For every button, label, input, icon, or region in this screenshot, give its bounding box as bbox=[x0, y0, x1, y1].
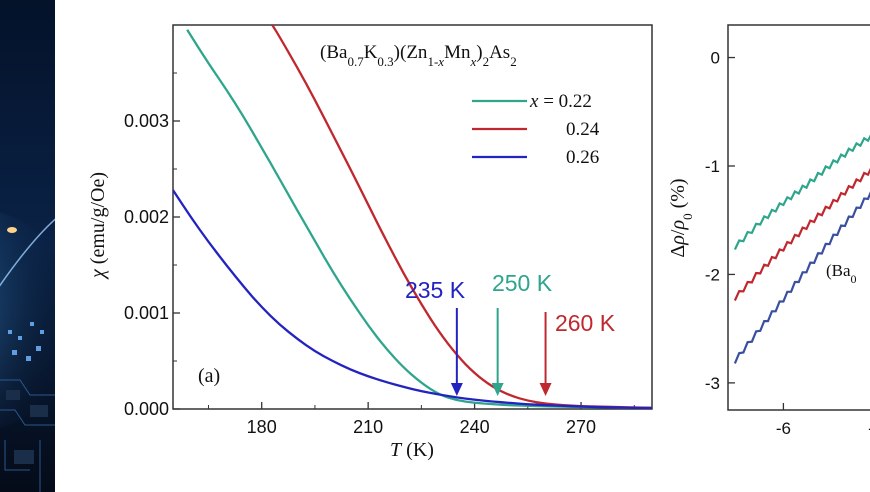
x-tick-label: -4 bbox=[868, 419, 870, 438]
x-tick-label: 210 bbox=[353, 417, 383, 437]
panel-a-frame bbox=[172, 24, 653, 410]
panel-b-frame bbox=[727, 24, 870, 411]
y-tick-label: 0.003 bbox=[124, 111, 169, 131]
y-tick-label: -2 bbox=[705, 265, 720, 284]
annotation-arrow-head bbox=[450, 383, 463, 396]
annotation-label: 260 K bbox=[555, 310, 616, 336]
panel-b-inset-label: (Ba0 bbox=[826, 261, 857, 286]
panel-a-series bbox=[173, 25, 652, 409]
y-tick-label: 0.000 bbox=[124, 399, 169, 419]
panel-b-y-axis-label: Δρ/ρ0 (%) bbox=[667, 178, 695, 257]
x-tick-label: 270 bbox=[566, 417, 596, 437]
panel-a-y-axis-label: χ (emu/g/Oe) bbox=[87, 172, 109, 280]
x-tick-label: -6 bbox=[776, 419, 791, 438]
panel-b-x-ticks: -6 -4 bbox=[776, 403, 870, 438]
legend-label-0.26: 0.26 bbox=[566, 147, 599, 168]
panel-a-label: (a) bbox=[198, 365, 220, 387]
panel-a-x-axis-label: T (K) bbox=[390, 439, 434, 461]
panel-b-series-line bbox=[733, 191, 870, 364]
y-tick-label: -3 bbox=[705, 374, 720, 393]
panel-a-title: (Ba0.7K0.3)(Zn1-xMnx)2As2 bbox=[320, 42, 517, 69]
y-tick-label: 0.002 bbox=[124, 207, 169, 227]
legend-label-0.24: 0.24 bbox=[566, 119, 600, 140]
x-tick-label: 180 bbox=[247, 417, 277, 437]
panel-a-y-ticks: 0.000 0.001 0.002 0.003 bbox=[124, 72, 180, 419]
panel-b-series-line bbox=[733, 167, 870, 301]
series-line-0.24 bbox=[271, 25, 652, 409]
series-line-0.26 bbox=[173, 189, 652, 409]
annotation-label: 235 K bbox=[405, 277, 466, 303]
panel-b-series-line bbox=[733, 134, 870, 250]
legend-label-0.22: x = 0.22 bbox=[529, 91, 592, 112]
panel-b-series bbox=[733, 134, 870, 364]
y-tick-label: 0.001 bbox=[124, 303, 169, 323]
panel-b-y-ticks: 0 -1 -2 -3 bbox=[705, 49, 735, 393]
circuit-board-photo bbox=[0, 0, 55, 492]
annotation-arrow-head bbox=[491, 383, 504, 396]
panel-a-legend: x = 0.22 0.24 0.26 bbox=[472, 91, 600, 168]
y-tick-label: 0 bbox=[711, 49, 720, 68]
panel-a-x-ticks: 180 210 240 270 bbox=[207, 402, 635, 437]
panel-b-chart: -6 -4 0 -1 -2 -3 Δρ/ρ0 (%) (Ba0 bbox=[667, 24, 870, 438]
series-line-0.22 bbox=[186, 29, 652, 409]
annotation-label: 250 K bbox=[492, 270, 553, 296]
x-tick-label: 240 bbox=[460, 417, 490, 437]
y-tick-label: -1 bbox=[705, 157, 720, 176]
annotation-arrow-head bbox=[539, 383, 552, 396]
circuit-board-photo-icon bbox=[0, 0, 55, 492]
